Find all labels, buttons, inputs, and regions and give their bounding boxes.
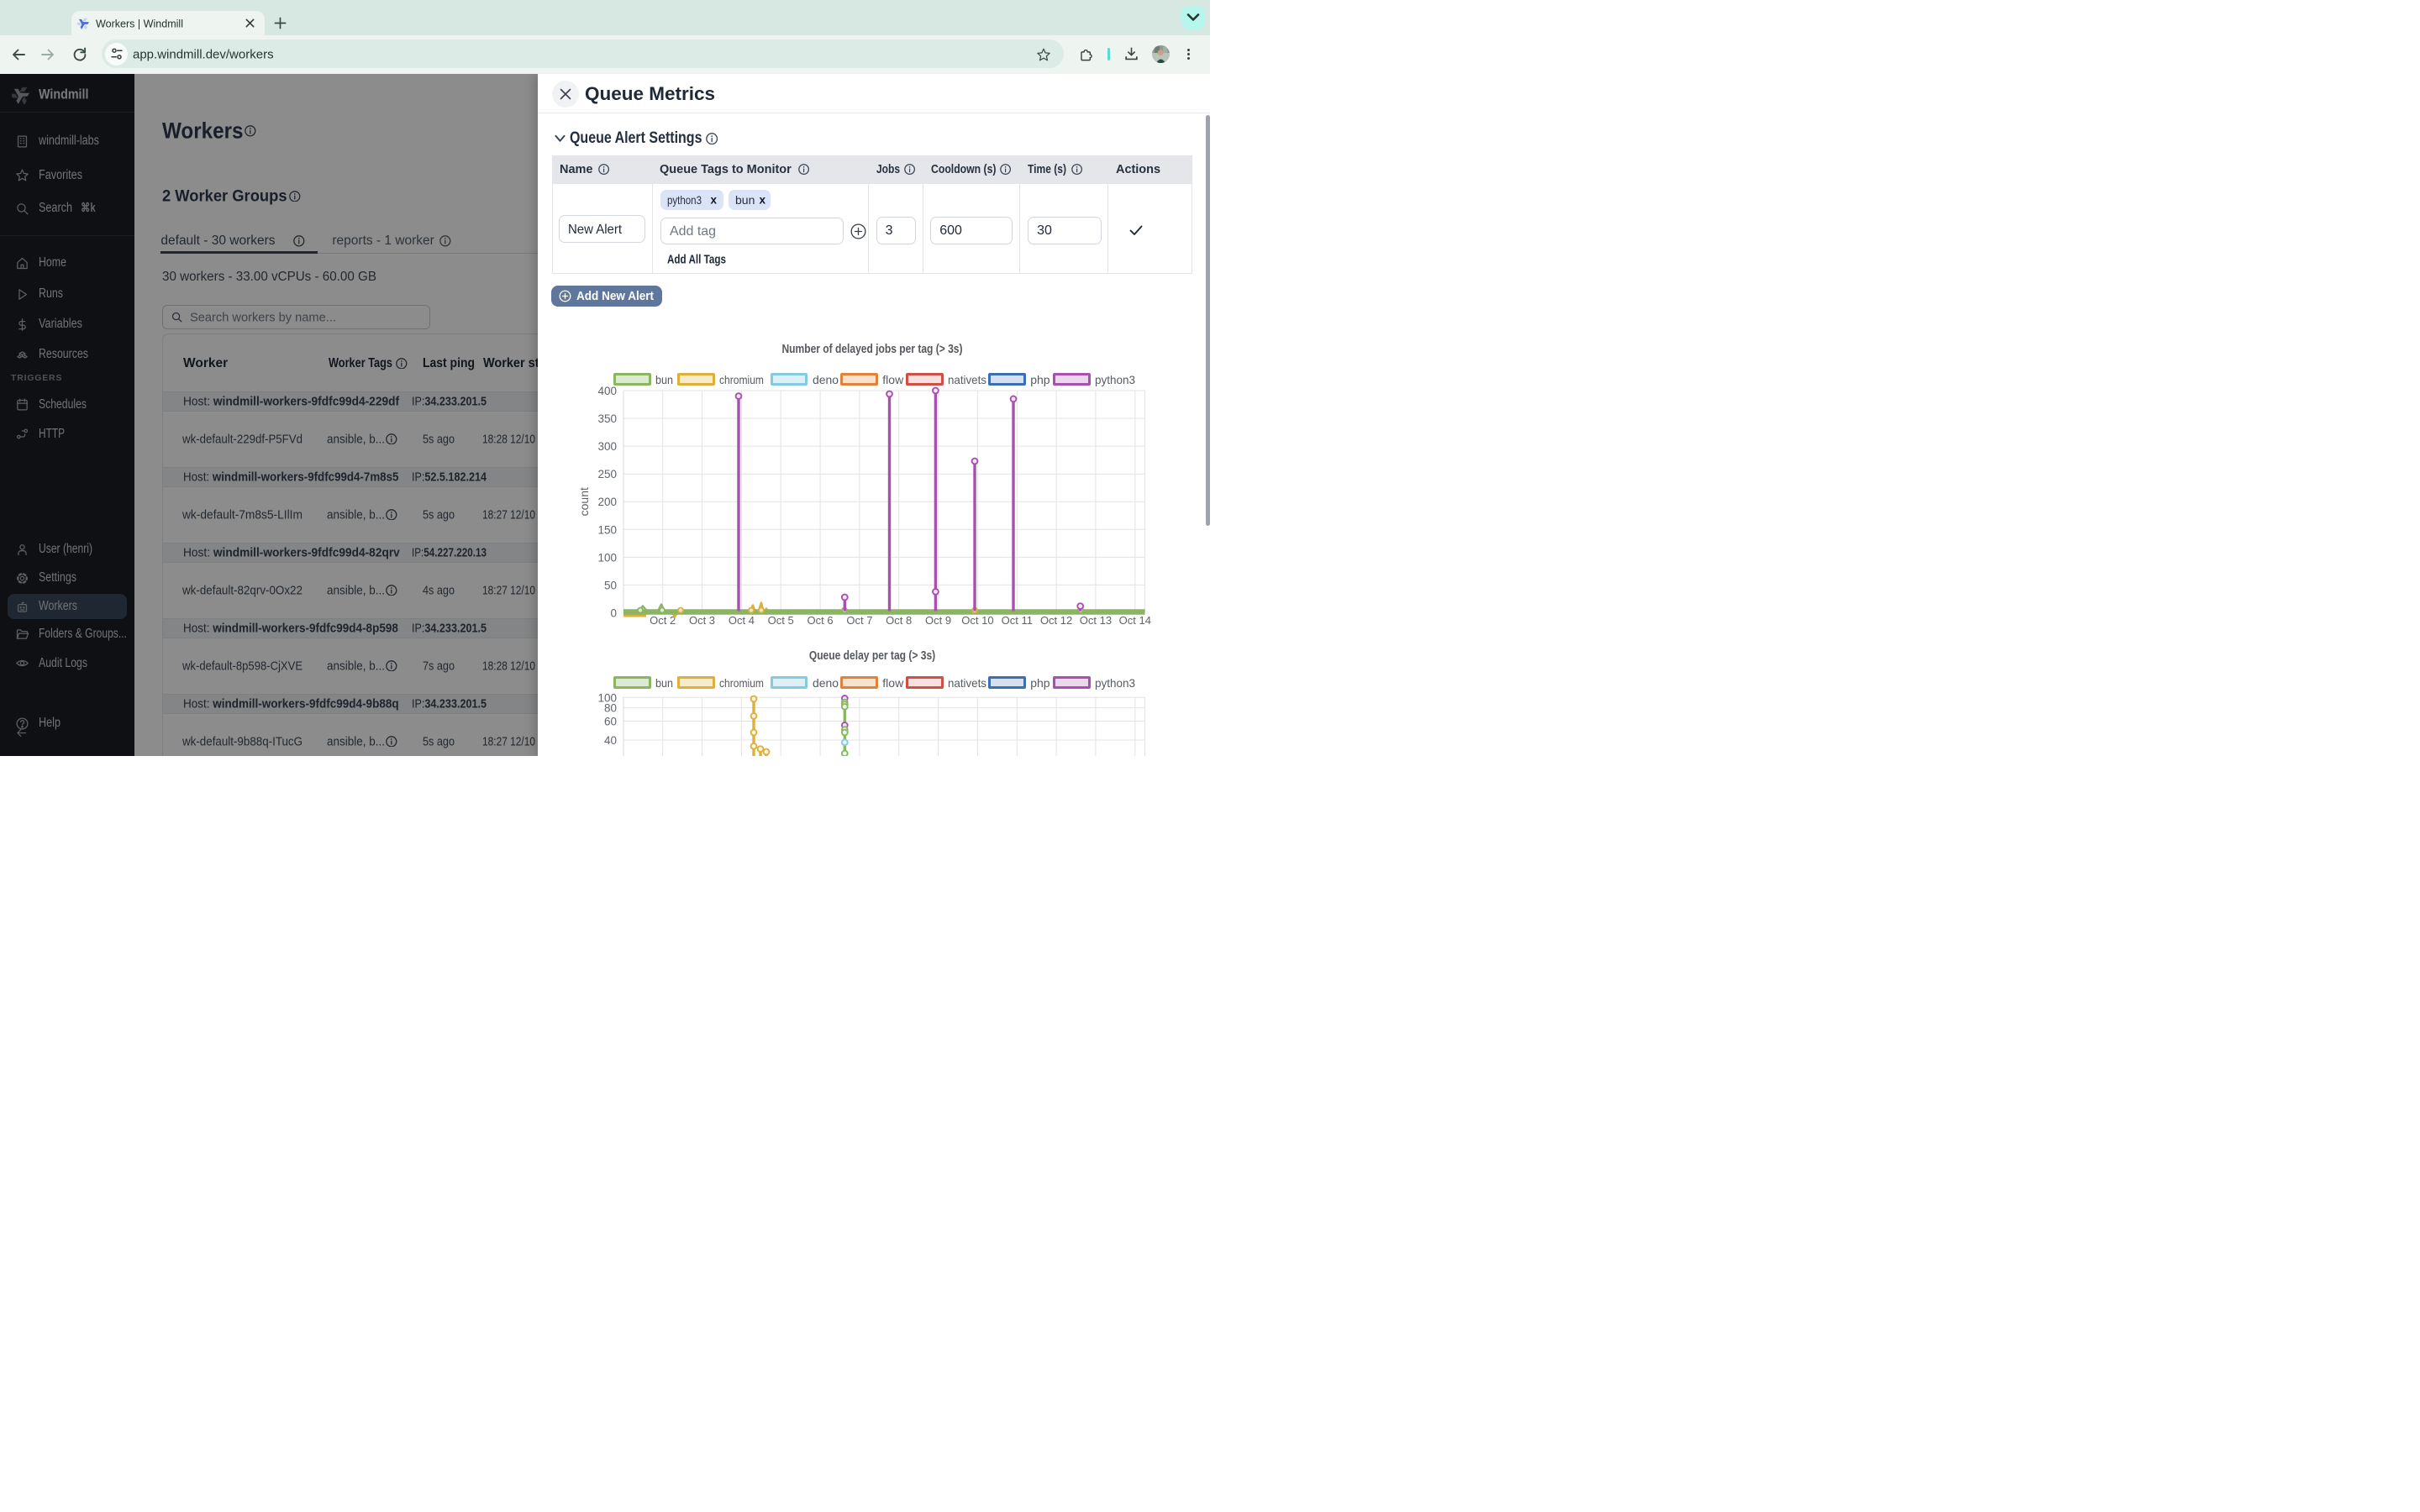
- svg-text:Oct 13: Oct 13: [1080, 614, 1112, 627]
- svg-text:40: 40: [604, 734, 617, 747]
- svg-text:Oct 12: Oct 12: [1040, 614, 1072, 627]
- svg-text:Oct 6: Oct 6: [808, 614, 834, 627]
- svg-text:count: count: [577, 487, 591, 516]
- svg-text:80: 80: [604, 702, 617, 715]
- svg-text:Oct 3: Oct 3: [689, 614, 715, 627]
- svg-text:Oct 14: Oct 14: [1119, 614, 1151, 627]
- svg-text:100: 100: [597, 551, 617, 564]
- svg-text:0: 0: [610, 607, 617, 620]
- svg-text:350: 350: [597, 412, 617, 425]
- svg-text:150: 150: [597, 523, 617, 536]
- svg-text:Oct 10: Oct 10: [961, 614, 993, 627]
- svg-text:200: 200: [597, 496, 617, 508]
- svg-text:Oct 4: Oct 4: [729, 614, 755, 627]
- svg-text:300: 300: [597, 440, 617, 453]
- svg-text:Oct 11: Oct 11: [1002, 614, 1033, 627]
- svg-text:250: 250: [597, 468, 617, 480]
- svg-text:Oct 7: Oct 7: [846, 614, 872, 627]
- svg-text:Oct 9: Oct 9: [925, 614, 951, 627]
- svg-text:50: 50: [604, 579, 617, 591]
- svg-text:Oct 2: Oct 2: [650, 614, 676, 627]
- svg-text:100: 100: [597, 691, 617, 704]
- svg-text:Oct 5: Oct 5: [768, 614, 794, 627]
- svg-text:60: 60: [604, 716, 617, 728]
- svg-text:400: 400: [597, 385, 617, 397]
- svg-text:Oct 8: Oct 8: [886, 614, 912, 627]
